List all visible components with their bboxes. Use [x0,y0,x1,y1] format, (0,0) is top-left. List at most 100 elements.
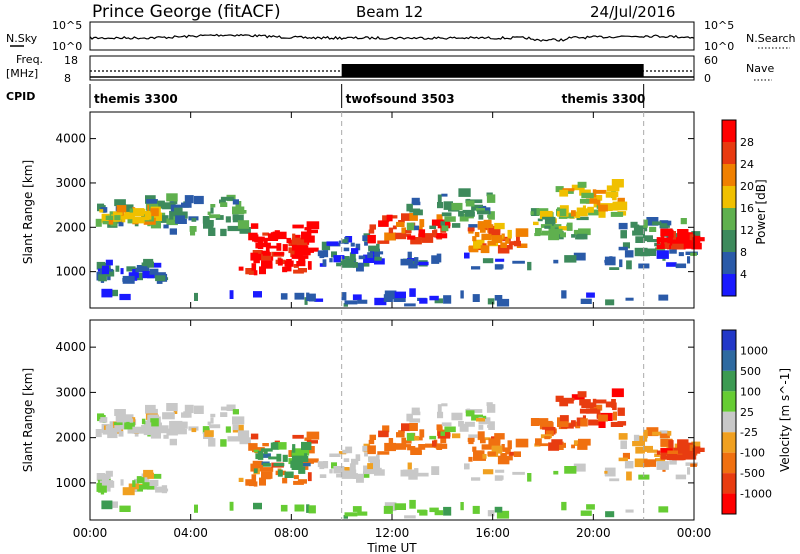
velocity-cell [98,485,107,493]
velocity-cell [292,456,302,462]
power-cell [598,211,606,218]
power-cell [482,205,487,209]
power-cell [357,299,368,304]
power-cell [162,202,175,210]
power-cell [410,237,422,245]
velocity-cell [232,409,239,415]
velocity-cell [166,428,178,436]
power-cell [262,232,269,236]
velocity-cell [419,510,428,516]
velocity-cell [175,425,185,435]
velocity-cell [384,442,396,452]
cpid-row: themis 3300 twofsound 3503 themis 3300 [89,84,645,108]
power-cell [441,225,449,232]
velocity-cell [374,469,385,476]
power-cell [620,230,627,239]
power-cell [110,219,117,227]
velocity-cell [253,481,258,487]
x-tick-label: 00:00 [677,526,712,540]
power-cell [407,235,416,240]
power-cell [505,238,510,244]
velocity-cell [435,443,448,449]
velocity-cell [343,458,350,462]
power-cell [393,294,406,302]
power-cell [343,247,350,252]
velocity-cell [367,463,373,470]
power-cell [618,222,628,230]
velocity-cell [268,456,278,460]
power-cell [105,259,113,266]
velocity-cell [488,421,495,430]
power-cell [358,255,366,260]
x-tick-label: 08:00 [274,526,309,540]
power-cell [190,228,196,236]
power-cell [292,245,302,251]
power-cell [184,195,194,204]
colorbar-tick-label: 1000 [740,344,768,357]
power-cell [296,261,306,267]
velocity-cell [295,456,309,463]
power-cell [368,229,375,234]
velocity-cell [378,430,389,438]
beam-title: Beam 12 [356,3,423,21]
colorbar-swatch [722,142,736,164]
velocity-cell [303,449,310,456]
power-cell [545,220,554,226]
velocity-cell [409,423,418,431]
velocity-cell [638,474,650,480]
velocity-cell [487,424,491,428]
power-cell [235,201,242,209]
power-colorbar: 4 8 12 16 20 24 28 [721,119,754,297]
power-cell [291,254,303,259]
power-cell [207,211,211,216]
power-cell [364,241,368,246]
velocity-cell [291,448,305,456]
power-cell [398,220,405,223]
velocity-cell [539,443,549,447]
velocity-cell [561,501,567,511]
velocity-cell [460,502,464,511]
power-cell [341,259,355,268]
velocity-cell [494,433,505,440]
power-cell [668,229,674,238]
power-cell [355,243,361,251]
power-cell [497,245,510,254]
power-cell [253,270,258,276]
velocity-cell [227,436,240,442]
velocity-cell [277,469,283,477]
velocity-cell [101,476,109,486]
velocity-cell [598,414,608,422]
velocity-cell [414,435,419,441]
velocity-cell [685,442,693,448]
power-cell [429,225,437,229]
power-cell [680,235,689,240]
power-cell [471,266,481,270]
colorbar-tick-label: 24 [740,158,754,171]
velocity-cell [667,452,676,461]
power-cell [121,215,126,223]
power-cell [150,208,159,217]
velocity-cell [114,422,123,425]
velocity-cell [239,437,251,445]
velocity-cell [377,451,390,455]
power-cell [419,219,425,228]
power-cell [364,255,369,259]
power-cell [153,262,162,268]
velocity-cell [129,418,134,423]
power-cell [157,200,165,209]
power-cell [210,207,214,214]
velocity-cell [469,409,483,413]
power-cell [163,224,169,229]
velocity-cell [304,437,312,441]
velocity-cell [306,440,318,444]
velocity-cell [257,450,264,460]
power-cell [460,290,464,299]
power-cell [208,227,216,236]
colorbar-swatch [722,274,736,296]
power-cell [586,292,595,298]
power-cell [352,294,362,301]
power-cell [656,237,661,243]
velocity-cell [253,468,258,474]
nsky-trace [89,33,695,42]
velocity-cell [604,470,608,474]
